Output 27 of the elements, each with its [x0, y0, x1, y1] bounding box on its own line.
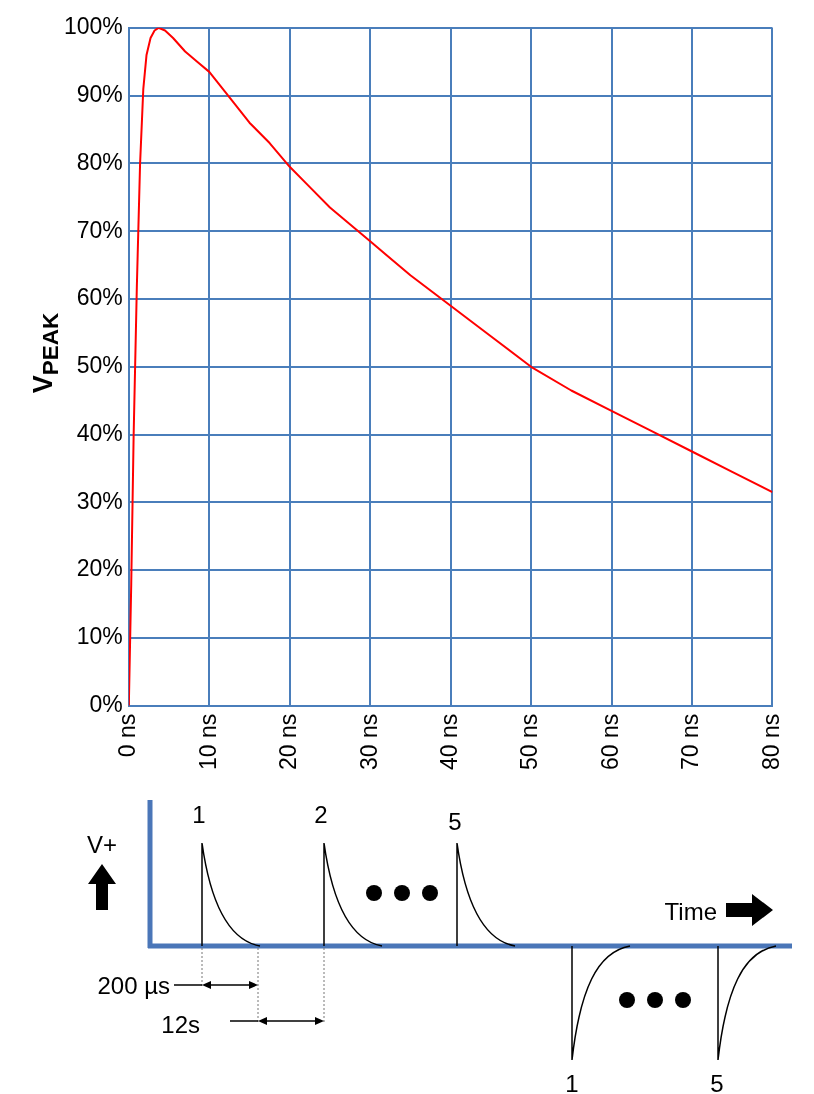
y-tick-label: 10%	[76, 623, 123, 650]
text: 2	[314, 801, 328, 828]
y-tick-label: 60%	[76, 284, 123, 311]
y-tick-label: 20%	[76, 555, 123, 582]
x-tick-label: 30 ns	[355, 713, 382, 770]
y-tick-label: 70%	[76, 216, 123, 243]
x-tick-label: 10 ns	[194, 713, 221, 770]
y-tick-label: 80%	[76, 148, 123, 175]
y-tick-label: 40%	[76, 419, 123, 446]
text: 5	[710, 1070, 724, 1094]
x-tick-label: 80 ns	[757, 713, 784, 770]
text: 1	[565, 1070, 579, 1094]
text: 12s	[161, 1011, 200, 1038]
y-tick-label: 30%	[76, 487, 123, 514]
x-tick-label: 70 ns	[677, 713, 704, 770]
x-tick-label: 50 ns	[516, 713, 543, 770]
x-tick-label: 40 ns	[435, 713, 462, 770]
text: 5	[448, 808, 462, 835]
x-tick-label: 20 ns	[275, 713, 302, 770]
text: V+	[86, 831, 118, 858]
text: 1	[192, 801, 206, 828]
text: Time	[664, 898, 717, 925]
y-tick-label: 50%	[76, 352, 123, 379]
x-tick-label: 60 ns	[596, 713, 623, 770]
text: 200 µs	[97, 972, 170, 999]
y-tick-label: 90%	[76, 80, 123, 107]
y-tick-label: 100%	[64, 13, 123, 40]
